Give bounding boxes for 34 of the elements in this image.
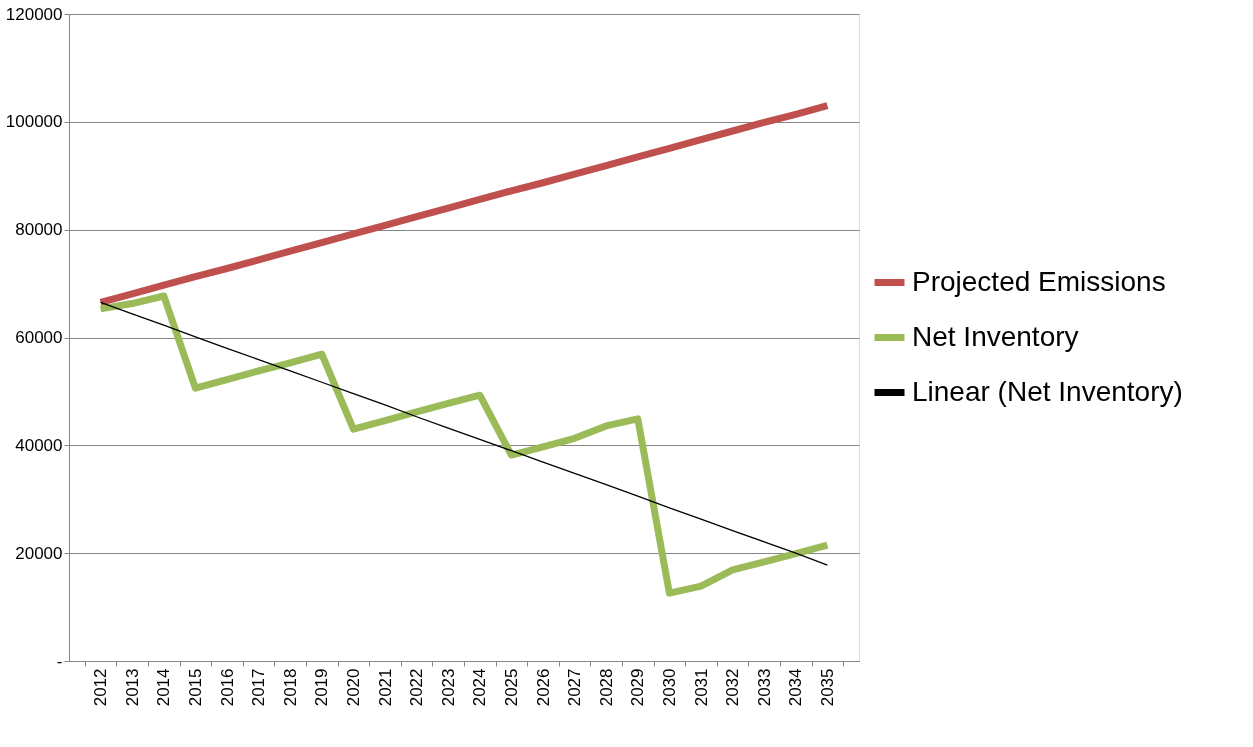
y-tick-label: 120000 — [5, 4, 63, 24]
legend-label: Projected Emissions — [912, 265, 1166, 297]
x-tick-label: 2017 — [249, 668, 269, 707]
y-tick-label: 60000 — [15, 328, 63, 347]
y-tick-label: 20000 — [15, 543, 63, 563]
x-tick-label: 2025 — [501, 668, 521, 707]
x-tick-label: 2033 — [754, 668, 774, 707]
legend-label: Net Inventory — [912, 320, 1079, 352]
x-tick-label: 2012 — [91, 668, 111, 707]
y-tick-label: 80000 — [15, 220, 63, 240]
x-tick-label: 2014 — [154, 668, 174, 707]
x-tick-label: 2034 — [786, 668, 806, 707]
x-tick-label: 2015 — [185, 668, 205, 707]
x-tick-label: 2026 — [533, 668, 553, 707]
x-tick-label: 2027 — [565, 668, 585, 707]
y-tick-label: - — [56, 651, 63, 671]
x-tick-label: 2028 — [596, 668, 616, 707]
legend-label: Linear (Net Inventory) — [912, 375, 1183, 407]
x-tick-label: 2020 — [343, 668, 363, 707]
x-tick-label: 2031 — [691, 668, 711, 707]
x-tick-label: 2019 — [312, 668, 332, 707]
x-tick-label: 2021 — [375, 668, 395, 707]
x-tick-label: 2030 — [659, 668, 679, 707]
x-tick-label: 2032 — [723, 668, 743, 707]
x-tick-label: 2029 — [628, 668, 648, 707]
x-tick-label: 2023 — [438, 668, 458, 707]
x-tick-label: 2016 — [217, 668, 237, 707]
y-tick-label: 40000 — [15, 435, 63, 455]
x-tick-label: 2022 — [407, 668, 427, 707]
x-tick-label: 2013 — [122, 668, 142, 707]
x-tick-label: 2018 — [280, 668, 300, 707]
y-tick-label: 100000 — [5, 112, 63, 132]
x-tick-label: 2024 — [470, 668, 490, 707]
x-tick-label: 2035 — [817, 668, 837, 707]
